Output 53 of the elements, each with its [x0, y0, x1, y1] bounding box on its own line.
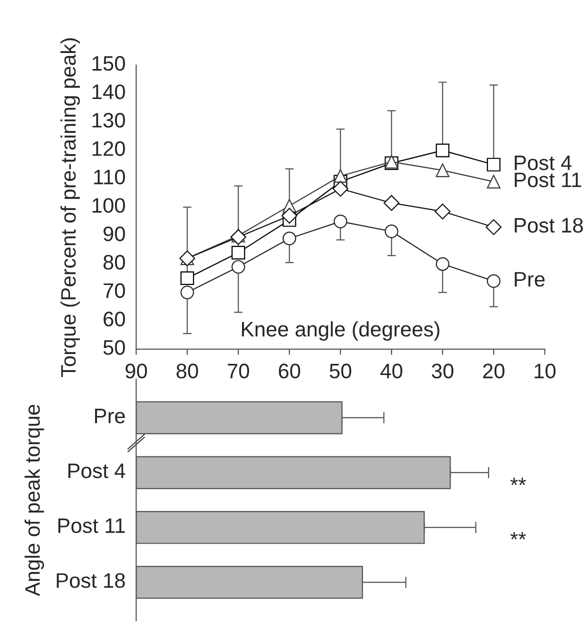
point [486, 174, 500, 188]
annotation: ** [510, 532, 526, 540]
y-tick-label: 120 [92, 141, 125, 156]
point [334, 214, 348, 228]
y-tick-label: 80 [104, 254, 125, 270]
x-tick-label: 40 [380, 364, 402, 378]
x-tick-label: 10 [534, 364, 556, 378]
series-label: Post 4 [514, 156, 572, 170]
x-tick-label: 30 [432, 364, 454, 378]
point [436, 163, 450, 178]
y-tick-label: Post 18 [56, 573, 125, 588]
point [486, 158, 500, 172]
x-tick-label: 90 [126, 364, 147, 378]
point [332, 180, 348, 197]
x-tick-label: 80 [176, 364, 198, 378]
y-tick-label: 100 [92, 198, 125, 213]
y-tick-label: 90 [104, 226, 125, 242]
x-tick-label: 70 [228, 364, 250, 378]
point [434, 204, 451, 220]
y-tick-label: Post 11 [58, 518, 125, 534]
point [384, 195, 400, 211]
series-label: Pre [514, 272, 545, 287]
y-tick-label: 50 [103, 340, 125, 355]
point [232, 260, 246, 274]
point [486, 219, 502, 236]
point [486, 274, 500, 288]
point [384, 224, 398, 238]
y-tick-label: 130 [92, 112, 125, 128]
point [436, 144, 450, 158]
point [180, 286, 194, 300]
y-tick-label: 70 [104, 283, 125, 298]
x-tick-label: 60 [278, 364, 300, 378]
annotation: ** [510, 478, 526, 486]
point [282, 232, 296, 246]
series-label: Post 18 [514, 218, 583, 233]
y-tick-label: Post 4 [68, 464, 126, 478]
y-tick-label: 150 [92, 56, 125, 71]
x-tick-label: 50 [330, 364, 352, 378]
point [230, 229, 246, 245]
y-tick-label: 140 [92, 84, 125, 100]
y-tick-label: 110 [94, 170, 125, 184]
point [334, 169, 348, 183]
y-axis-title: Torque (Percent of pre-training peak) [60, 38, 80, 377]
y-tick-label: Pre [95, 408, 125, 424]
point [232, 246, 246, 260]
point [281, 208, 298, 224]
y-axis-title: Angle of peak torque [24, 404, 44, 596]
point [180, 271, 194, 286]
y-tick-label: 60 [104, 312, 125, 326]
series-label: Post 11 [514, 172, 582, 188]
x-tick-label: 20 [483, 364, 504, 378]
point [436, 257, 450, 271]
x-axis-title: Knee angle (degrees) [242, 321, 440, 341]
